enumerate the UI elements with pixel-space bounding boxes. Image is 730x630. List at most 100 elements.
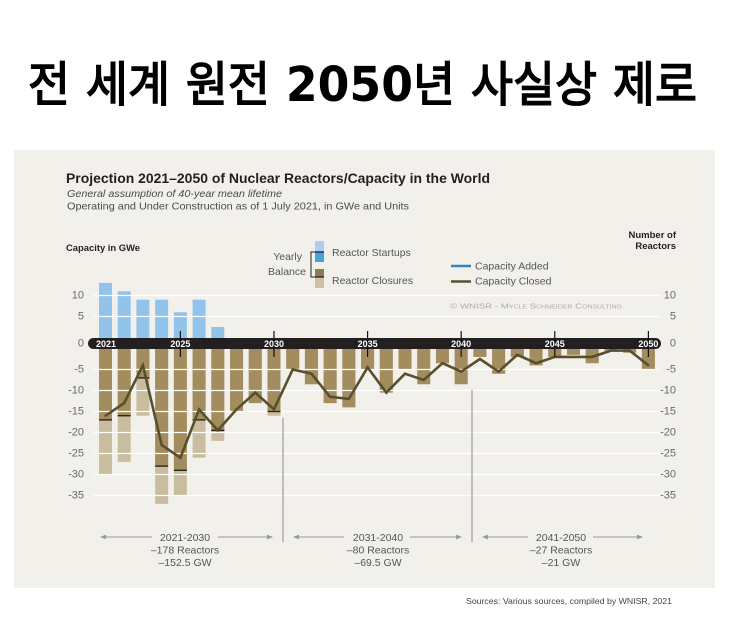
- balance-bar-2043: [510, 347, 524, 357]
- capacity-closed-point-2047: [591, 355, 594, 359]
- legend-capacity-added-label: Capacity Added: [475, 261, 549, 273]
- capacity-closed-point-2033: [328, 395, 332, 398]
- chart-title: Projection 2021–2050 of Nuclear Reactors…: [66, 171, 490, 186]
- y-tick-right: -5: [666, 364, 676, 376]
- startup-bar-2021: [99, 282, 112, 339]
- capacity-closed-point-2029: [254, 391, 257, 394]
- capacity-closed-point-2039: [441, 362, 444, 365]
- capacity-closed-point-2050: [647, 364, 650, 367]
- legend: Yearly Balance Reactor Startups Reactor …: [268, 241, 552, 288]
- startup-bar-2026: [192, 299, 206, 339]
- balance-bar-2030: [267, 347, 281, 412]
- balance-bar-2029: [248, 347, 262, 404]
- startup-bar-2022: [117, 291, 131, 339]
- period-reactors: –27 Reactors: [530, 545, 592, 557]
- capacity-closed-line: [104, 349, 650, 460]
- legend-balance-label: Balance: [268, 266, 306, 278]
- capacity-closed-point-2022: [123, 401, 126, 405]
- balance-bar-2026: [192, 347, 206, 420]
- capacity-closed-point-2025: [179, 456, 182, 459]
- balance-bar-2040: [454, 347, 468, 385]
- legend-bracket: [310, 251, 316, 278]
- y-tick-right: 0: [670, 338, 676, 350]
- y-tick-right: -30: [660, 469, 676, 481]
- capacity-closed-point-2043: [516, 353, 519, 356]
- startup-bar-2025: [173, 312, 187, 339]
- capacity-closed-point-2021: [104, 414, 107, 417]
- period-reactors: –178 Reactors: [151, 545, 219, 557]
- y-tick-right: -35: [660, 490, 676, 502]
- capacity-closed-point-2030: [272, 408, 276, 411]
- capacity-closed-point-2027: [216, 429, 220, 432]
- capacity-closed-point-2024: [160, 443, 163, 447]
- arrow-left-head: [293, 534, 299, 540]
- y-tick-left: -25: [68, 448, 84, 460]
- y-tick-right: 10: [664, 290, 676, 302]
- legend-startups-swatch: [315, 241, 324, 252]
- capacity-closed-series: [104, 349, 650, 460]
- x-tick-label: 2035: [358, 339, 378, 349]
- arrow-left-head: [100, 534, 106, 540]
- legend-closures-label: Reactor Closures: [332, 275, 413, 287]
- legend-startups-label: Reactor Startups: [332, 247, 411, 259]
- balance-bar-2047: [585, 347, 599, 364]
- headline: 전 세계 원전 2050년 사실상 제로: [28, 57, 697, 113]
- period-reactors: –80 Reactors: [347, 545, 409, 557]
- arrow-right-head: [456, 534, 462, 540]
- balance-bar-2031: [286, 347, 300, 370]
- balance-bar-2037: [398, 347, 412, 370]
- balance-bar-2025: [173, 347, 187, 471]
- y-tick-left: -20: [68, 427, 84, 439]
- period-capacity: –69.5 GW: [354, 557, 401, 569]
- capacity-closed-point-2040: [459, 370, 463, 373]
- zero-axis: [88, 338, 661, 349]
- zero-axis-band: [88, 338, 661, 349]
- y-tick-right: 5: [670, 311, 676, 323]
- balance-bar-2041: [473, 347, 487, 357]
- x-tick-label: 2040: [451, 339, 471, 349]
- capacity-closed-point-2046: [572, 355, 575, 359]
- capacity-closed-point-2044: [534, 362, 538, 365]
- chart-description: Operating and Under Construction as of 1…: [67, 201, 409, 213]
- arrow-right-head: [267, 534, 273, 540]
- x-tick-label: 2050: [638, 339, 658, 349]
- capacity-closed-point-2026: [197, 408, 201, 411]
- balance-bar-2038: [417, 347, 431, 385]
- arrow-left-head: [482, 534, 488, 540]
- legend-closures-swatch: [315, 277, 324, 288]
- period-range: 2041-2050: [536, 532, 586, 544]
- balance-bar-2035: [361, 347, 375, 370]
- y-tick-right: -25: [660, 448, 676, 460]
- balance-bar-2028: [230, 347, 244, 412]
- copyright-notice: © WNISR - Mycle Schneider Consulting: [450, 303, 622, 311]
- capacity-closed-point-2041: [478, 357, 482, 361]
- y-tick-left: 10: [72, 290, 84, 302]
- startup-bar-2027: [211, 327, 225, 339]
- y-tick-left: -5: [74, 364, 84, 376]
- balance-bar-2048: [604, 347, 618, 351]
- arrow-right-head: [637, 534, 643, 540]
- balance-bar-2039: [435, 347, 449, 364]
- period-capacity: –152.5 GW: [158, 557, 211, 569]
- balance-bar-2021: [99, 347, 112, 420]
- y-tick-left: 0: [78, 338, 84, 350]
- period-2041-2050: 2041-2050 –27 Reactors –21 GW: [482, 532, 643, 569]
- y-tick-left: -35: [68, 490, 84, 502]
- y-tick-left: 5: [78, 311, 84, 323]
- capacity-closed-point-2036: [385, 391, 388, 394]
- startup-bar-2023: [136, 299, 150, 339]
- period-range: 2031-2040: [353, 532, 403, 544]
- y-axis-ticks: 10 10 5 5 0 0 -5 -5 -10 -10 -15 -15 -20 -20 -25 -25 -30 -…: [68, 290, 676, 502]
- x-axis-ticks: 2021 2025 2030 2035 2040 2045 2050: [96, 331, 658, 357]
- period-capacity: –21 GW: [542, 557, 581, 569]
- y-tick-right: -15: [660, 406, 676, 418]
- capacity-closed-point-2037: [403, 372, 407, 375]
- capacity-closed-point-2035: [366, 366, 369, 369]
- y-tick-right: -10: [660, 385, 676, 397]
- capacity-closed-point-2048: [609, 349, 613, 352]
- capacity-closed-point-2034: [347, 397, 351, 401]
- y-tick-right: -20: [660, 427, 676, 439]
- y-axis-right-title-line2: Reactors: [635, 241, 676, 252]
- gridlines: [94, 294, 660, 497]
